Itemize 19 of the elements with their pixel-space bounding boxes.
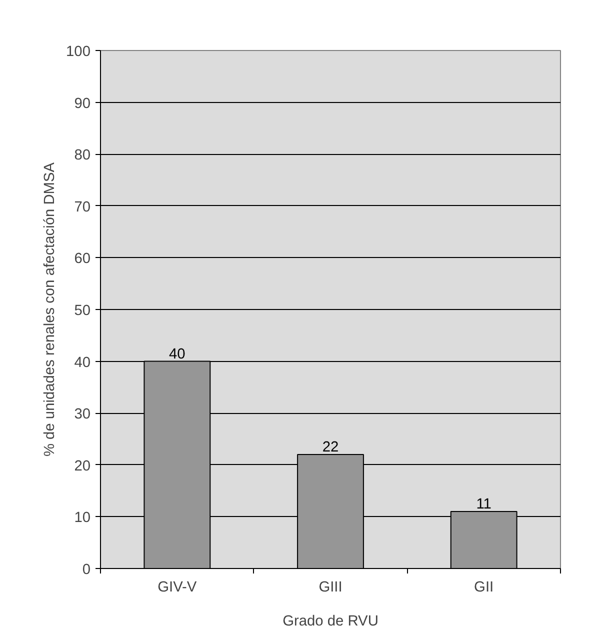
y-tick-label: 30 bbox=[74, 406, 91, 423]
y-tick-label: 60 bbox=[74, 251, 91, 268]
y-axis-title: % de unidades renales con afectación DMSA bbox=[42, 162, 58, 457]
x-tick-label: GIII bbox=[318, 580, 342, 596]
data-label: 22 bbox=[322, 440, 339, 456]
data-label: 40 bbox=[169, 346, 186, 362]
y-tick-label: 100 bbox=[66, 44, 91, 60]
data-label: 11 bbox=[476, 496, 492, 513]
x-axis-title: Grado de RVU bbox=[282, 614, 378, 630]
y-tick-label: 20 bbox=[74, 458, 91, 474]
y-tick-label: 50 bbox=[74, 303, 91, 319]
x-tick-label: GII bbox=[474, 580, 494, 596]
y-tick-label: 70 bbox=[74, 199, 91, 216]
y-tick-label: 10 bbox=[74, 510, 91, 526]
y-tick-label: 90 bbox=[74, 96, 91, 112]
y-tick-label: 40 bbox=[74, 354, 91, 371]
x-tick-label: GIV-V bbox=[158, 580, 197, 596]
y-tick-label: 80 bbox=[74, 148, 91, 164]
y-tick-label: 0 bbox=[82, 562, 91, 578]
